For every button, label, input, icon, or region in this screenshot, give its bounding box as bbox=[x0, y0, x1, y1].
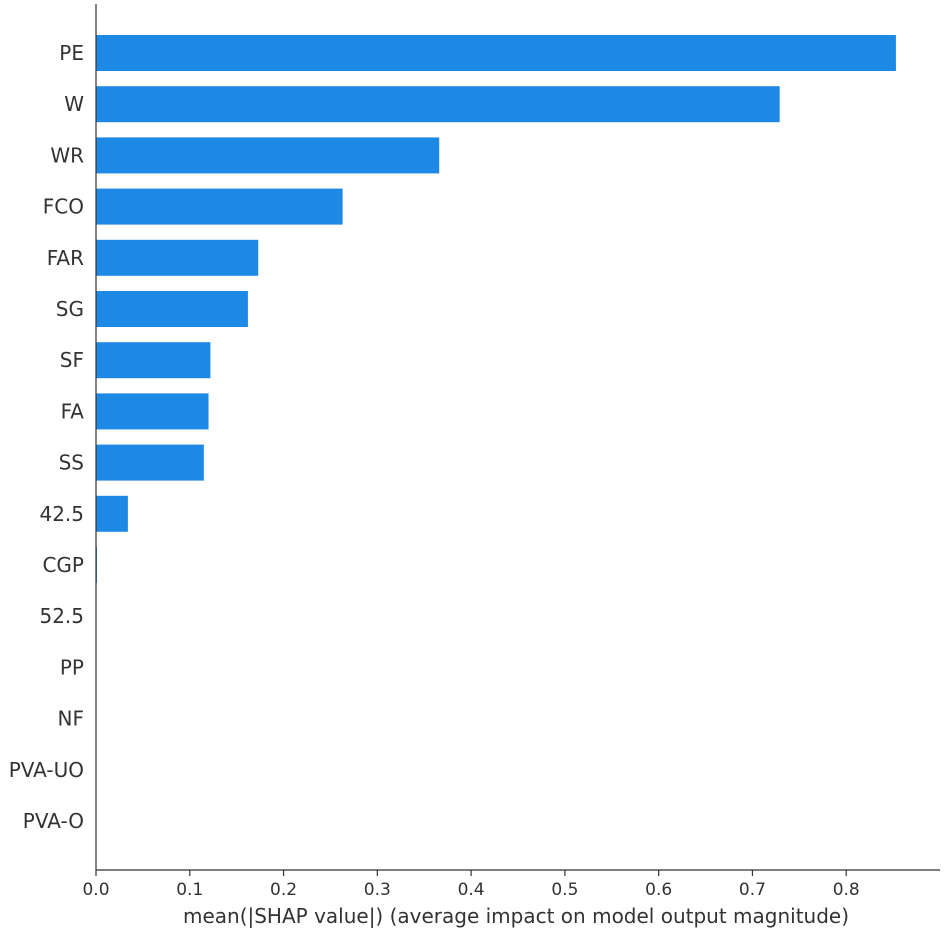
bar-42-5 bbox=[96, 495, 128, 532]
category-label: SS bbox=[59, 451, 84, 475]
x-tick-label: 0.8 bbox=[833, 880, 860, 900]
bar-fa bbox=[96, 393, 209, 430]
x-tick-label: 0.6 bbox=[645, 880, 672, 900]
x-axis-title: mean(|SHAP value|) (average impact on mo… bbox=[183, 904, 849, 928]
category-label: FCO bbox=[43, 195, 84, 219]
category-label: CGP bbox=[42, 553, 84, 577]
category-label: WR bbox=[50, 143, 84, 167]
x-tick-label: 0.0 bbox=[82, 880, 109, 900]
category-label: PE bbox=[59, 41, 84, 65]
bar-sf bbox=[96, 342, 211, 379]
category-label: PVA-UO bbox=[9, 758, 84, 782]
x-ticks: 0.0 0.1 0.2 0.3 0.4 0.5 0.6 0.7 0.8 bbox=[82, 870, 860, 900]
bar-ss bbox=[96, 444, 204, 481]
category-labels: PE W WR FCO FAR SG SF FA SS 42.5 CGP 52.5 PP NF PVA-UO… bbox=[9, 41, 85, 833]
category-label: PP bbox=[60, 655, 84, 679]
x-tick-label: 0.3 bbox=[364, 880, 391, 900]
category-label: FA bbox=[61, 399, 85, 423]
x-tick-label: 0.1 bbox=[176, 880, 203, 900]
bar-pe bbox=[96, 35, 896, 71]
x-tick-label: 0.2 bbox=[270, 880, 297, 900]
category-label: FAR bbox=[47, 246, 84, 270]
bar-wr bbox=[96, 137, 440, 174]
bar-far bbox=[96, 239, 259, 276]
category-label: W bbox=[64, 92, 84, 116]
bar-sg bbox=[96, 291, 248, 327]
category-label: 42.5 bbox=[39, 502, 84, 526]
category-label: SF bbox=[60, 348, 84, 372]
category-label: 52.5 bbox=[39, 604, 84, 628]
bars-group bbox=[96, 35, 896, 583]
x-tick-label: 0.5 bbox=[551, 880, 578, 900]
x-tick-label: 0.7 bbox=[739, 880, 766, 900]
category-label: NF bbox=[58, 707, 84, 731]
category-label: PVA-O bbox=[23, 809, 84, 833]
x-tick-label: 0.4 bbox=[458, 880, 485, 900]
bar-w bbox=[96, 86, 780, 123]
category-label: SG bbox=[56, 297, 84, 321]
bar-fco bbox=[96, 188, 343, 225]
